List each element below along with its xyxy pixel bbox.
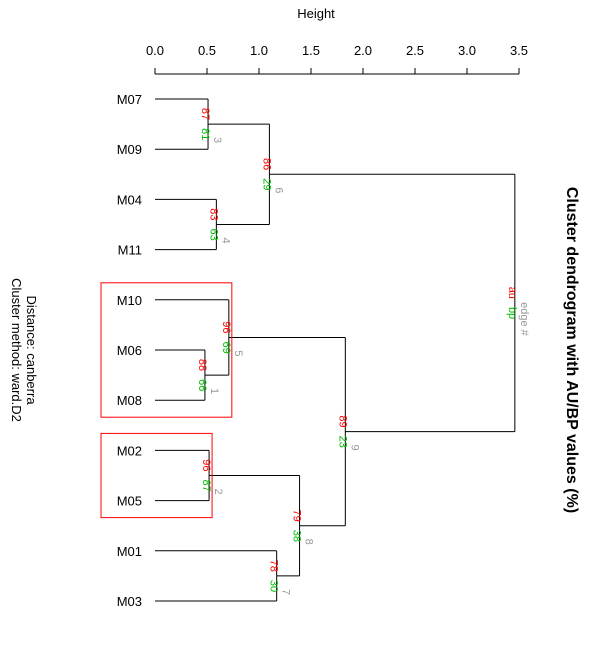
au-value: 87: [199, 108, 211, 120]
bp-value: 30: [268, 580, 280, 592]
au-value: 86: [260, 158, 272, 170]
leaf-label: M04: [117, 192, 142, 207]
edge-number: 6: [272, 187, 284, 193]
axis-tick-label: 2.0: [354, 43, 372, 58]
axis-tick-label: 0.5: [198, 43, 216, 58]
cluster-box: [100, 432, 213, 519]
leaf-label: M05: [117, 494, 142, 509]
leaf-label: M10: [117, 293, 142, 308]
edge-number: 2: [212, 488, 224, 494]
axis-tick-label: 0.0: [146, 43, 164, 58]
leaf-label: M03: [117, 594, 142, 609]
axis-title-height: Height: [297, 6, 335, 21]
au-value: 88: [196, 359, 208, 371]
axis-tick-label: 1.5: [302, 43, 320, 58]
edge-number: 4: [219, 237, 231, 243]
leaf-label: M06: [117, 343, 142, 358]
leaf-label: M09: [117, 142, 142, 157]
bp-value: 29: [260, 178, 272, 190]
chart-title: Cluster dendrogram with AU/BP values (%): [563, 187, 580, 513]
au-value: 96: [220, 321, 232, 333]
bp-value: bp: [506, 307, 518, 319]
distance-text: Distance: canberra: [24, 295, 39, 405]
au-value: 79: [291, 509, 303, 521]
edge-number: 5: [232, 350, 244, 356]
edge-number: edge #: [518, 302, 530, 337]
au-value: 83: [207, 208, 219, 220]
edge-number: 1: [208, 388, 220, 394]
tree: [155, 98, 516, 602]
leaf-label: M07: [117, 92, 142, 107]
edge-number: 3: [211, 137, 223, 143]
bp-value: 81: [199, 128, 211, 140]
axis-tick-label: 2.5: [406, 43, 424, 58]
au-value: au: [506, 287, 518, 299]
bp-value: 23: [336, 436, 348, 448]
au-value: 89: [336, 415, 348, 427]
axis-tick-label: 1.0: [250, 43, 268, 58]
axis-tick-label: 3.5: [510, 43, 528, 58]
leaf-label: M11: [118, 243, 142, 258]
bp-value: 69: [220, 341, 232, 353]
leaf-label: M02: [117, 443, 142, 458]
cluster-highlight-boxes: [100, 282, 233, 519]
axis-tick-label: 3.0: [458, 43, 476, 58]
bp-value: 63: [207, 229, 219, 241]
method-text: Cluster method: ward.D2: [9, 278, 24, 422]
edge-number: 8: [303, 539, 315, 545]
au-value: 78: [268, 560, 280, 572]
leaf-label: M01: [117, 544, 142, 559]
edge-number: 9: [348, 445, 360, 451]
cluster-box: [100, 282, 233, 418]
bp-value: 38: [291, 530, 303, 542]
bp-value: 87: [200, 480, 212, 492]
bp-value: 66: [196, 379, 208, 391]
au-value: 96: [200, 459, 212, 471]
edge-number: 7: [280, 589, 292, 595]
leaf-label: M08: [117, 393, 142, 408]
height-axis: Height 0.0 0.5 1.0 1.5 2.0 2.5 3.0 3.5: [146, 6, 528, 75]
leaf-labels: M07 M09 M04 M11 M10 M06 M08 M02 M05 M01 M03: [117, 92, 142, 609]
